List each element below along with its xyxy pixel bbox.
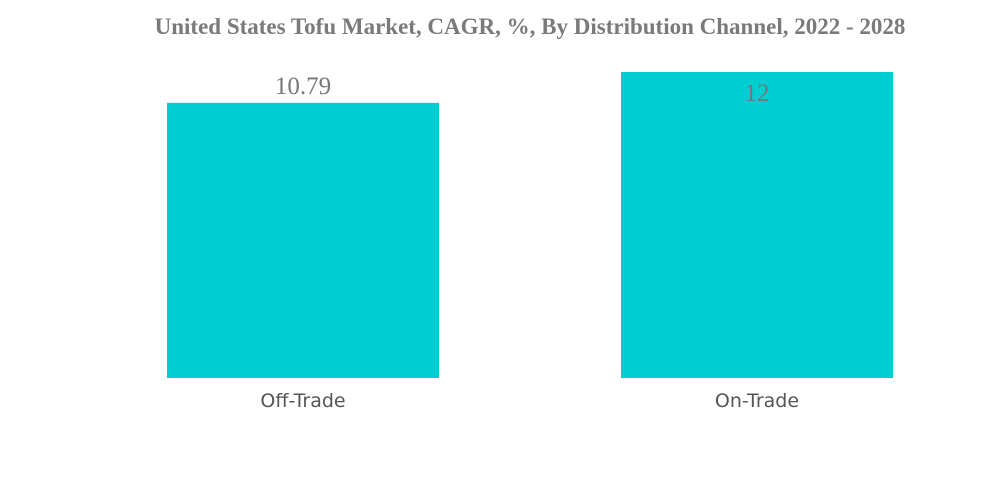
bar-on-trade [621,72,893,378]
data-label: 10.79 [275,73,331,100]
chart-title: United States Tofu Market, CAGR, %, By D… [154,14,906,39]
bar-off-trade [167,102,439,378]
category-label: Off-Trade [260,390,345,412]
category-label: On-Trade [715,390,799,412]
data-label: 12 [745,80,770,107]
